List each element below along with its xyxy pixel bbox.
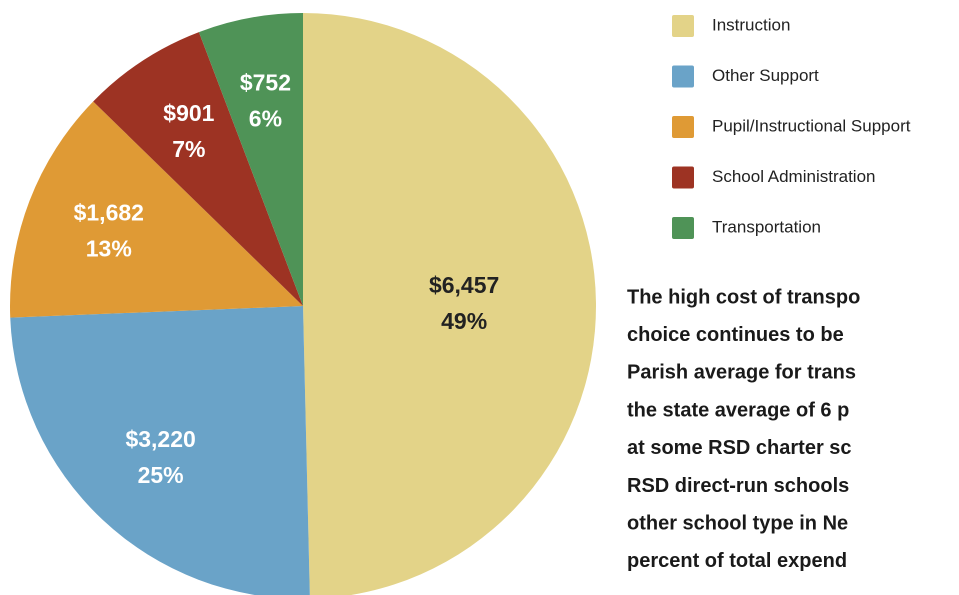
paragraph-line: percent of total expend [627,550,847,572]
paragraph-line: at some RSD charter sc [627,437,852,459]
legend-label: Transportation [712,217,821,236]
pie-slice [303,13,596,595]
paragraph-line: the state average of 6 p [627,399,849,421]
slice-percent-label: 7% [172,136,205,162]
slice-value-label: $3,220 [125,426,195,452]
legend-swatch [672,217,694,239]
paragraph-line: choice continues to be [627,324,844,346]
legend-swatch [672,166,694,189]
paragraph-line: The high cost of transpo [627,286,860,308]
legend-label: Instruction [712,15,790,34]
paragraph-line: Parish average for trans [627,362,856,384]
legend-swatch [672,116,694,138]
slice-value-label: $901 [163,100,214,126]
slice-value-label: $1,682 [74,200,144,226]
slice-percent-label: 6% [249,105,282,131]
pie-slice [198,13,303,306]
slice-percent-label: 13% [86,236,132,262]
slice-percent-label: 25% [138,462,184,488]
slice-percent-label: 49% [441,308,487,334]
pie-slice [10,306,310,595]
paragraph-line: RSD direct-run schools [627,475,849,497]
slice-value-label: $6,457 [429,272,499,298]
pie-slice [93,32,303,307]
legend-swatch [672,15,694,37]
paragraph-line: other school type in Ne [627,512,848,534]
legend-label: Pupil/Instructional Support [712,116,911,135]
legend-label: Other Support [712,66,819,85]
legend-label: School Administration [712,167,875,186]
pie-slice [9,101,303,318]
slice-value-label: $752 [240,69,291,95]
legend-swatch [672,65,694,88]
